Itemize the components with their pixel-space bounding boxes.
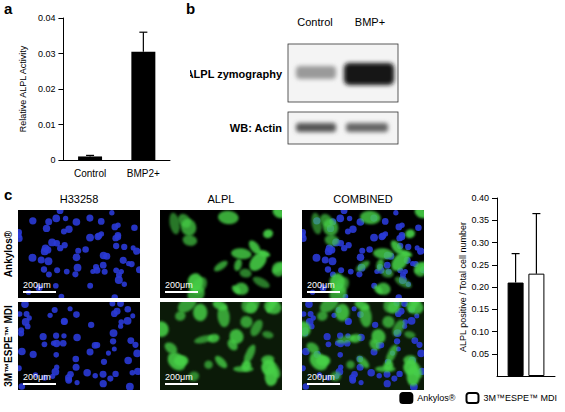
html-text:c: c	[4, 186, 13, 203]
svg-text:ALPL positive / Total cell num: ALPL positive / Total cell number	[458, 222, 468, 352]
svg-text:0.01: 0.01	[38, 120, 56, 130]
svg-text:Relative ALPL Activity: Relative ALPL Activity	[18, 45, 28, 132]
html-text:a: a	[4, 0, 13, 17]
svg-text:BMP2+: BMP2+	[127, 168, 160, 179]
svg-text:3M™ESPE™ MDI: 3M™ESPE™ MDI	[3, 305, 14, 387]
svg-text:Ankylos®: Ankylos®	[3, 230, 14, 277]
svg-text:0: 0	[50, 155, 55, 165]
svg-text:0.04: 0.04	[38, 13, 56, 23]
svg-text:0.10: 0.10	[471, 327, 489, 337]
svg-text:0.05: 0.05	[471, 349, 489, 359]
svg-text:200μm: 200μm	[165, 280, 193, 290]
html-text:b: b	[186, 0, 196, 17]
svg-text:ALPL zymography: ALPL zymography	[190, 68, 283, 80]
svg-text:3M™ESPE™ MDI: 3M™ESPE™ MDI	[483, 393, 557, 403]
svg-text:0.40: 0.40	[471, 193, 489, 203]
svg-text:Control: Control	[74, 168, 106, 179]
svg-text:200μm: 200μm	[307, 372, 335, 382]
svg-text:200μm: 200μm	[23, 372, 51, 382]
svg-text:Ankylos®: Ankylos®	[417, 393, 456, 403]
svg-text:0.02: 0.02	[38, 84, 56, 94]
svg-text:200μm: 200μm	[307, 280, 335, 290]
svg-text:0.35: 0.35	[471, 215, 489, 225]
svg-text:ALPL: ALPL	[208, 193, 235, 205]
svg-text:200μm: 200μm	[23, 280, 51, 290]
svg-text:BMP+: BMP+	[355, 16, 385, 28]
svg-text:0.25: 0.25	[471, 260, 489, 270]
svg-text:COMBINED: COMBINED	[333, 193, 392, 205]
svg-text:Control: Control	[297, 16, 332, 28]
svg-text:200μm: 200μm	[165, 372, 193, 382]
svg-text:WB: Actin: WB: Actin	[230, 122, 282, 134]
svg-text:H33258: H33258	[60, 193, 99, 205]
svg-text:0.15: 0.15	[471, 304, 489, 314]
svg-text:0.20: 0.20	[471, 282, 489, 292]
svg-text:0.30: 0.30	[471, 238, 489, 248]
svg-text:0.03: 0.03	[38, 49, 56, 59]
